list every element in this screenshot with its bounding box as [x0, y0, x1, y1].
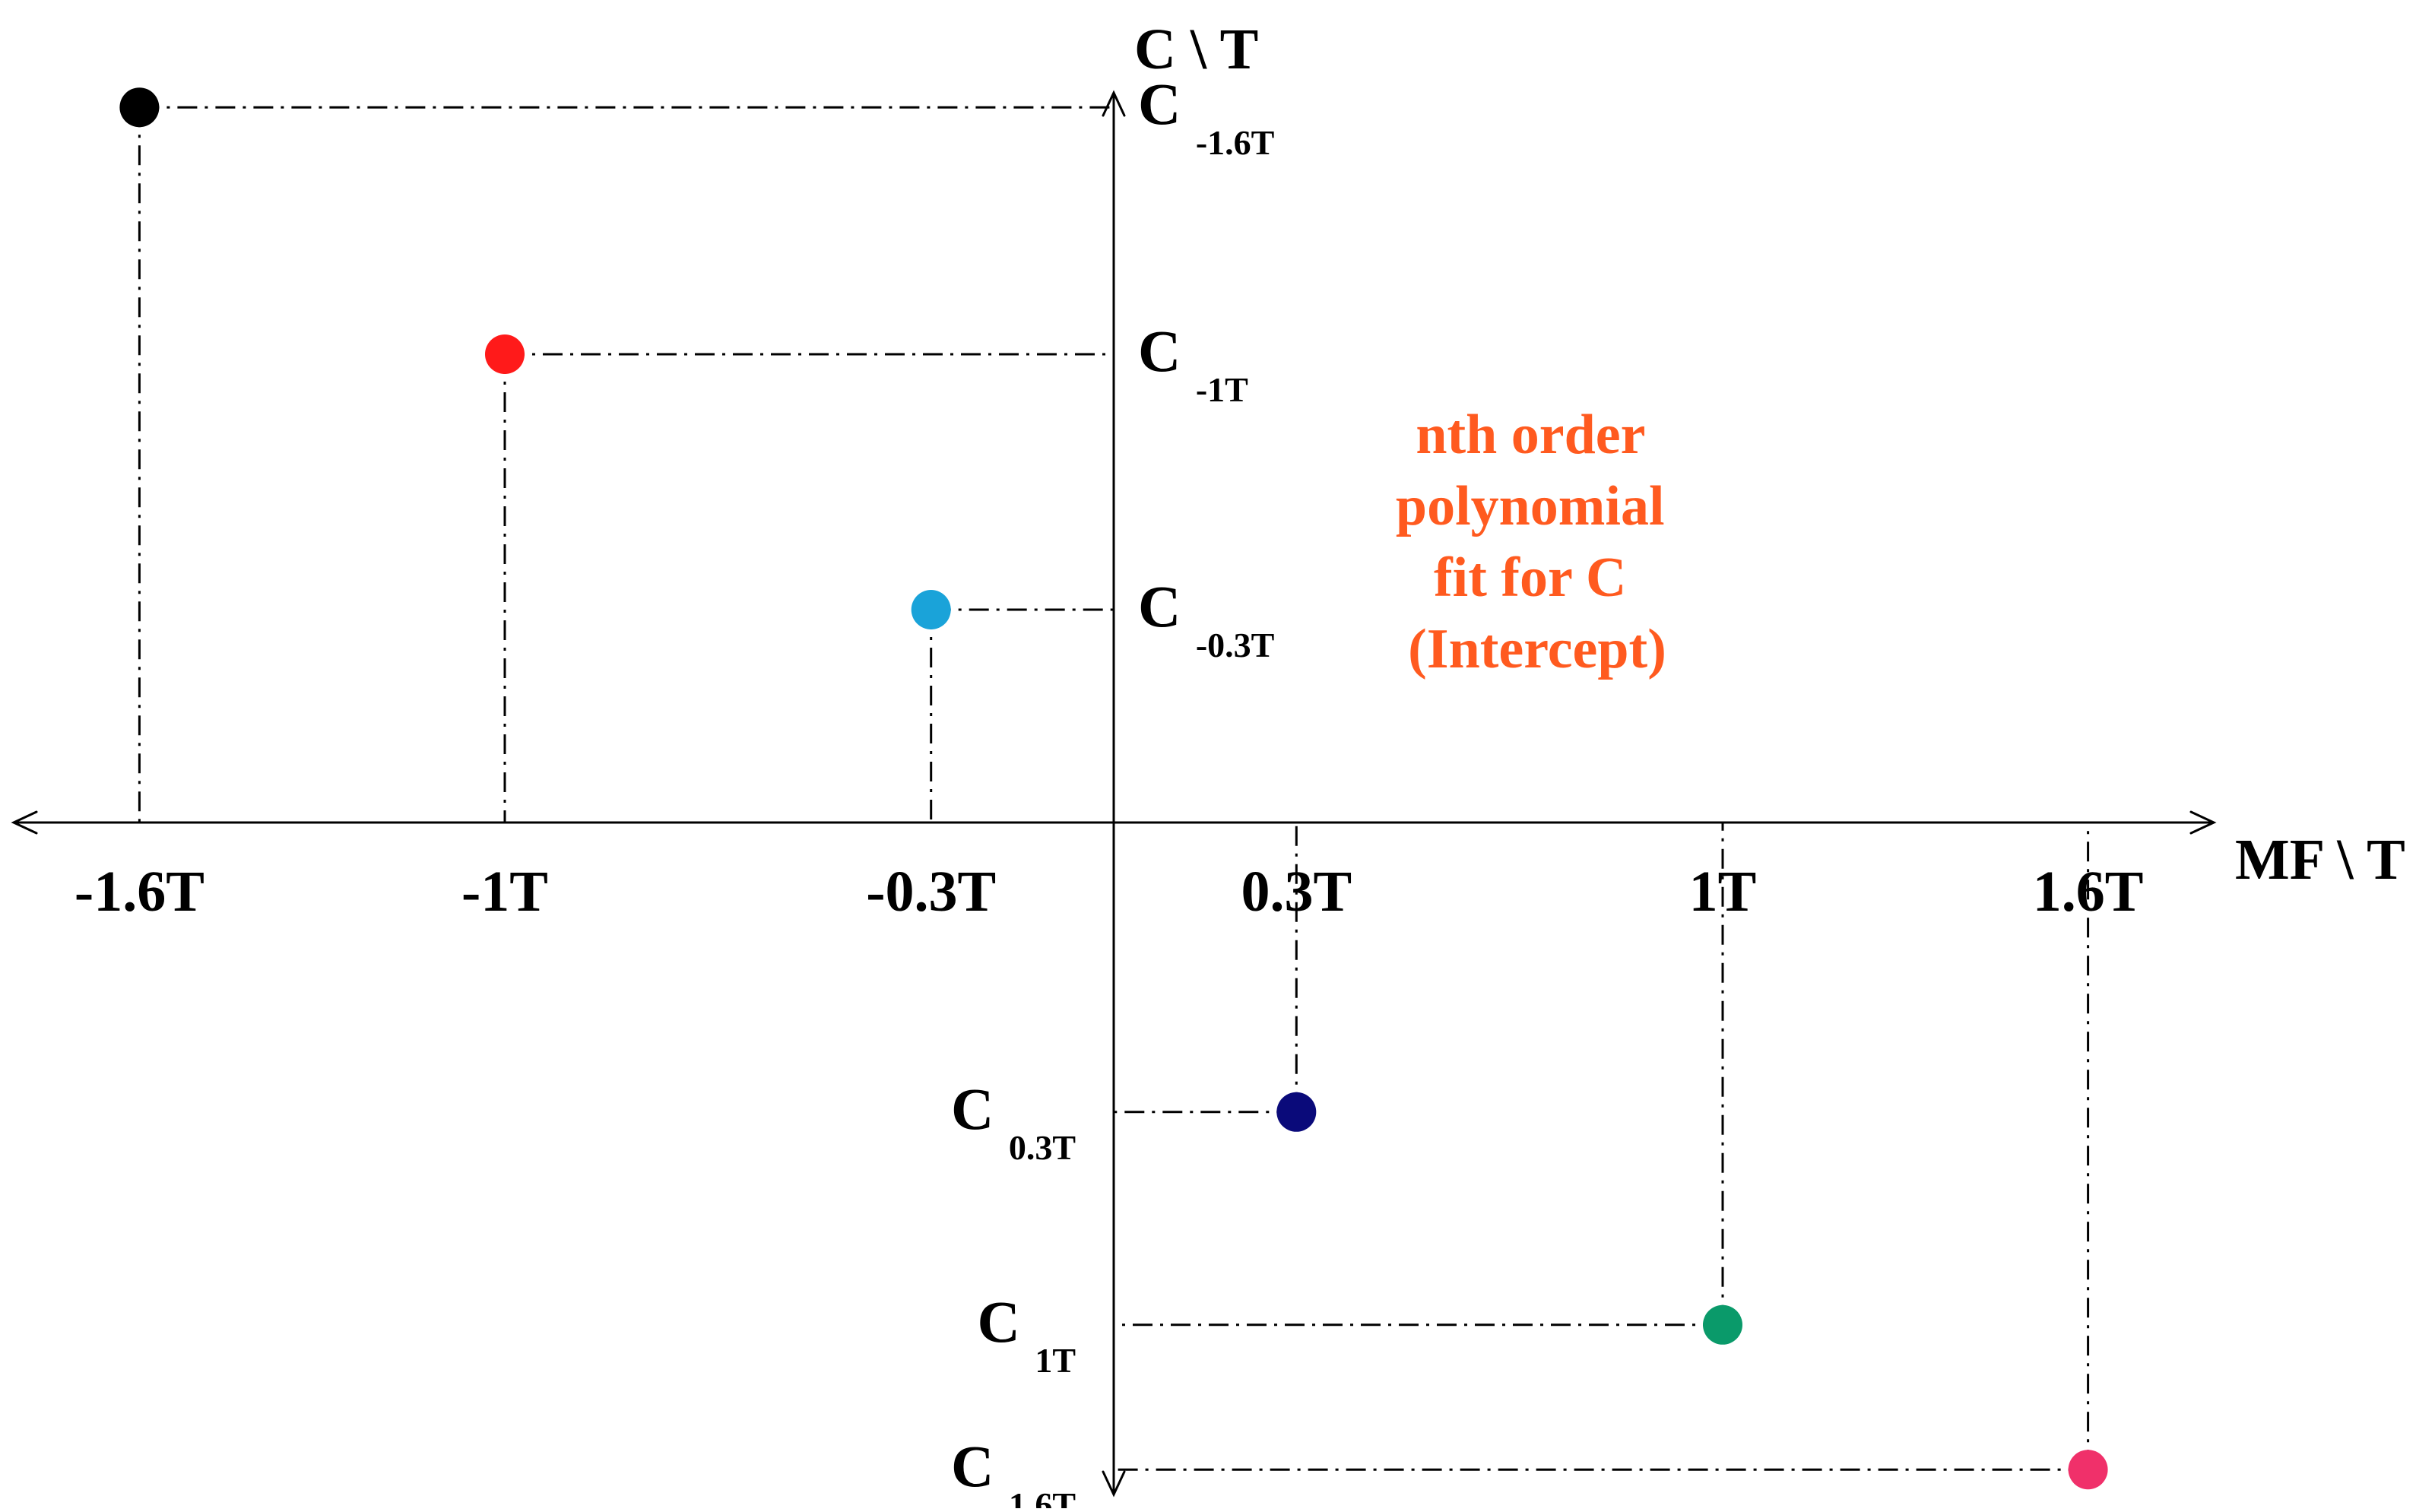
x-tick-label-4: 1T	[1689, 860, 1757, 924]
c-label-sub-2: -0.3T	[1196, 626, 1275, 664]
c-label-4: C 1T	[977, 1289, 1076, 1380]
y-axis-label: C \ T	[1134, 17, 1258, 81]
c-label-main-1: C	[1138, 318, 1196, 384]
x-tick-labels: -1.6T -1T -0.3T 0.3T 1T 1.6T	[75, 860, 2144, 924]
fit-annotation-line-3: fit for C	[1434, 547, 1626, 609]
guide-lines	[138, 106, 2090, 1471]
data-point-1	[485, 334, 525, 374]
x-tick-label-5: 1.6T	[2033, 860, 2144, 924]
c-value-labels: C -1.6TC -1TC -0.3TC 0.3TC 1TC 1.6T	[951, 71, 1274, 1512]
data-point-4	[1703, 1304, 1742, 1345]
x-tick-label-2: -0.3T	[866, 860, 996, 924]
fit-annotation-line-1: nth order	[1416, 404, 1644, 466]
data-point-3	[1276, 1092, 1317, 1132]
c-label-0: C -1.6T	[1138, 71, 1274, 162]
c-label-sub-5: 1.6T	[1009, 1485, 1076, 1508]
c-label-5: C 1.6T	[951, 1433, 1076, 1508]
fit-annotation: nth order polynomial fit for C (Intercep…	[1396, 404, 1679, 680]
c-label-2: C -0.3T	[1138, 573, 1274, 664]
fit-annotation-line-2: polynomial	[1396, 475, 1665, 537]
c-label-3: C 0.3T	[951, 1076, 1076, 1167]
fit-annotation-line-4: (Intercept)	[1408, 618, 1666, 680]
c-label-main-0: C	[1138, 71, 1196, 137]
data-point-2	[911, 590, 951, 629]
x-tick-label-1: -1T	[461, 860, 548, 924]
x-axis-left-arrow	[11, 810, 38, 835]
c-label-main-2: C	[1138, 573, 1196, 639]
data-point-0	[119, 87, 160, 128]
c-label-sub-4: 1T	[1035, 1341, 1076, 1380]
data-point-5	[2068, 1450, 2108, 1490]
x-tick-label-3: 0.3T	[1241, 860, 1352, 924]
x-axis-right-arrow	[2189, 810, 2217, 835]
c-label-main-4: C	[977, 1289, 1035, 1355]
c-label-main-5: C	[951, 1433, 1009, 1499]
c-label-sub-3: 0.3T	[1009, 1128, 1076, 1167]
c-label-1: C -1T	[1138, 318, 1248, 409]
c-label-sub-0: -1.6T	[1196, 123, 1275, 162]
c-label-main-3: C	[951, 1076, 1009, 1142]
y-axis-bottom-arrow	[1102, 1470, 1126, 1498]
c-label-sub-1: -1T	[1196, 370, 1248, 409]
x-tick-label-0: -1.6T	[75, 860, 205, 924]
x-axis-label: MF \ T	[2235, 828, 2405, 892]
data-points	[119, 87, 2108, 1490]
